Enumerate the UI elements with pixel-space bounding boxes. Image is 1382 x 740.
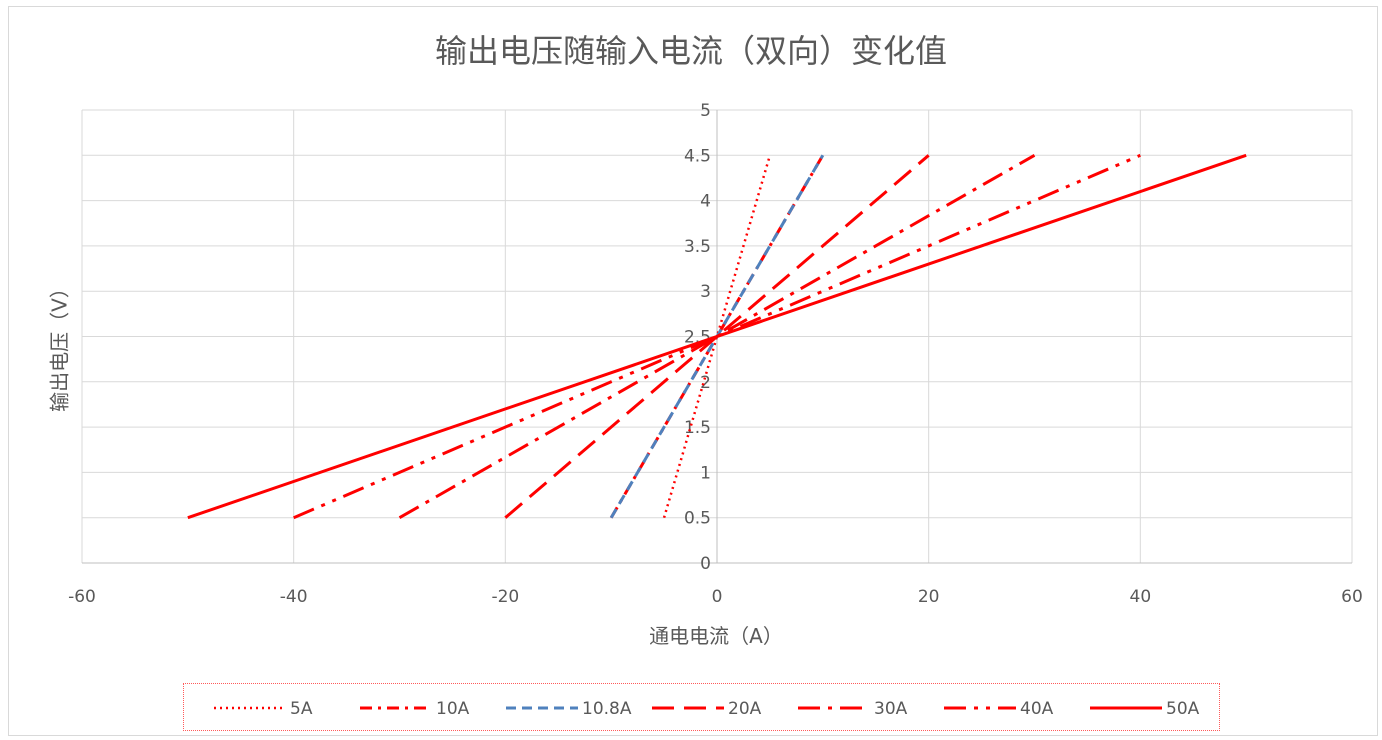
- series-line-40A: [293, 153, 1141, 520]
- y-tick-label: 1: [700, 463, 711, 483]
- series-lines: [187, 153, 1247, 520]
- x-tick-label: 60: [1341, 587, 1363, 607]
- y-tick-label: 3: [700, 282, 711, 302]
- x-tick-label: 0: [712, 587, 723, 607]
- y-tick-label: 0.5: [684, 509, 711, 529]
- series-line-50A: [187, 153, 1247, 520]
- y-tick-label: 5: [700, 101, 711, 121]
- x-tick-labels: -60 -40 -20 0 20 40 60: [68, 587, 1363, 607]
- legend-label-10A: 10A: [436, 699, 470, 719]
- y-tick-labels: 00.511.522.533.544.55: [684, 101, 711, 574]
- chart-frame: [8, 6, 1378, 736]
- x-tick-label: 20: [918, 587, 940, 607]
- y-tick-label: 2: [700, 373, 711, 393]
- x-tick-label: -60: [68, 587, 96, 607]
- legend-svg: 5A 10A 10.8A 20A 30A 40A 50A: [214, 699, 1200, 719]
- legend: 5A 10A 10.8A 20A 30A 40A 50A: [183, 683, 1220, 731]
- legend-label-50A: 50A: [1166, 699, 1200, 719]
- y-tick-label: 0: [700, 554, 711, 574]
- y-tick-label: 4: [700, 192, 711, 212]
- legend-label-20A: 20A: [728, 699, 762, 719]
- y-tick-label: 1.5: [684, 418, 711, 438]
- series-line-30A: [398, 153, 1036, 520]
- x-axis-label: 通电电流（A）: [649, 624, 783, 648]
- legend-label-5A: 5A: [290, 699, 313, 719]
- chart-title: 输出电压随输入电流（双向）变化值: [434, 32, 947, 70]
- x-tick-label: -40: [280, 587, 308, 607]
- y-tick-label: 3.5: [684, 237, 711, 257]
- legend-label-40A: 40A: [1020, 699, 1054, 719]
- legend-label-30A: 30A: [874, 699, 908, 719]
- x-tick-label: 40: [1130, 587, 1152, 607]
- x-tick-label: -20: [491, 587, 519, 607]
- y-tick-label: 4.5: [684, 146, 711, 166]
- series-line-20A: [504, 154, 930, 519]
- legend-label-10.8A: 10.8A: [582, 699, 632, 719]
